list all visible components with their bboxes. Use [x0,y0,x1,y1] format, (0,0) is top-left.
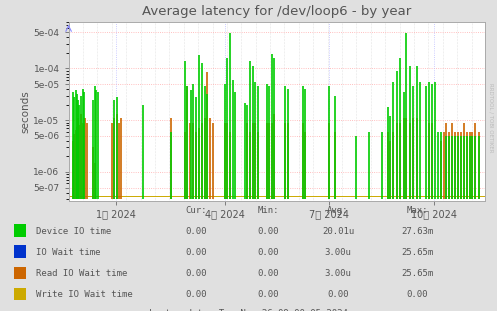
Text: Write IO Wait time: Write IO Wait time [36,290,133,299]
Text: 0.00: 0.00 [257,248,279,257]
Text: 0.00: 0.00 [185,269,207,278]
Text: Cur:: Cur: [185,206,207,215]
Text: Min:: Min: [257,206,279,215]
Text: RRDTOOL / TOBI OETIKER: RRDTOOL / TOBI OETIKER [489,83,494,153]
Text: 0.00: 0.00 [407,290,428,299]
Y-axis label: seconds: seconds [21,90,31,132]
Text: Avg:: Avg: [327,206,349,215]
Text: 27.63m: 27.63m [402,227,433,235]
Text: Last update: Tue Nov 26 09:00:05 2024: Last update: Tue Nov 26 09:00:05 2024 [149,309,348,311]
Text: 25.65m: 25.65m [402,269,433,278]
Text: Read IO Wait time: Read IO Wait time [36,269,127,278]
Title: Average latency for /dev/loop6 - by year: Average latency for /dev/loop6 - by year [142,5,412,18]
Text: 0.00: 0.00 [185,248,207,257]
Text: 0.00: 0.00 [327,290,349,299]
Text: 3.00u: 3.00u [325,269,351,278]
Text: 0.00: 0.00 [185,290,207,299]
Text: 0.00: 0.00 [257,290,279,299]
Text: 3.00u: 3.00u [325,248,351,257]
Text: 0.00: 0.00 [185,227,207,235]
Text: 25.65m: 25.65m [402,248,433,257]
Text: Max:: Max: [407,206,428,215]
Text: 0.00: 0.00 [257,227,279,235]
Text: 20.01u: 20.01u [322,227,354,235]
Text: 0.00: 0.00 [257,269,279,278]
Text: IO Wait time: IO Wait time [36,248,100,257]
Text: Device IO time: Device IO time [36,227,111,235]
